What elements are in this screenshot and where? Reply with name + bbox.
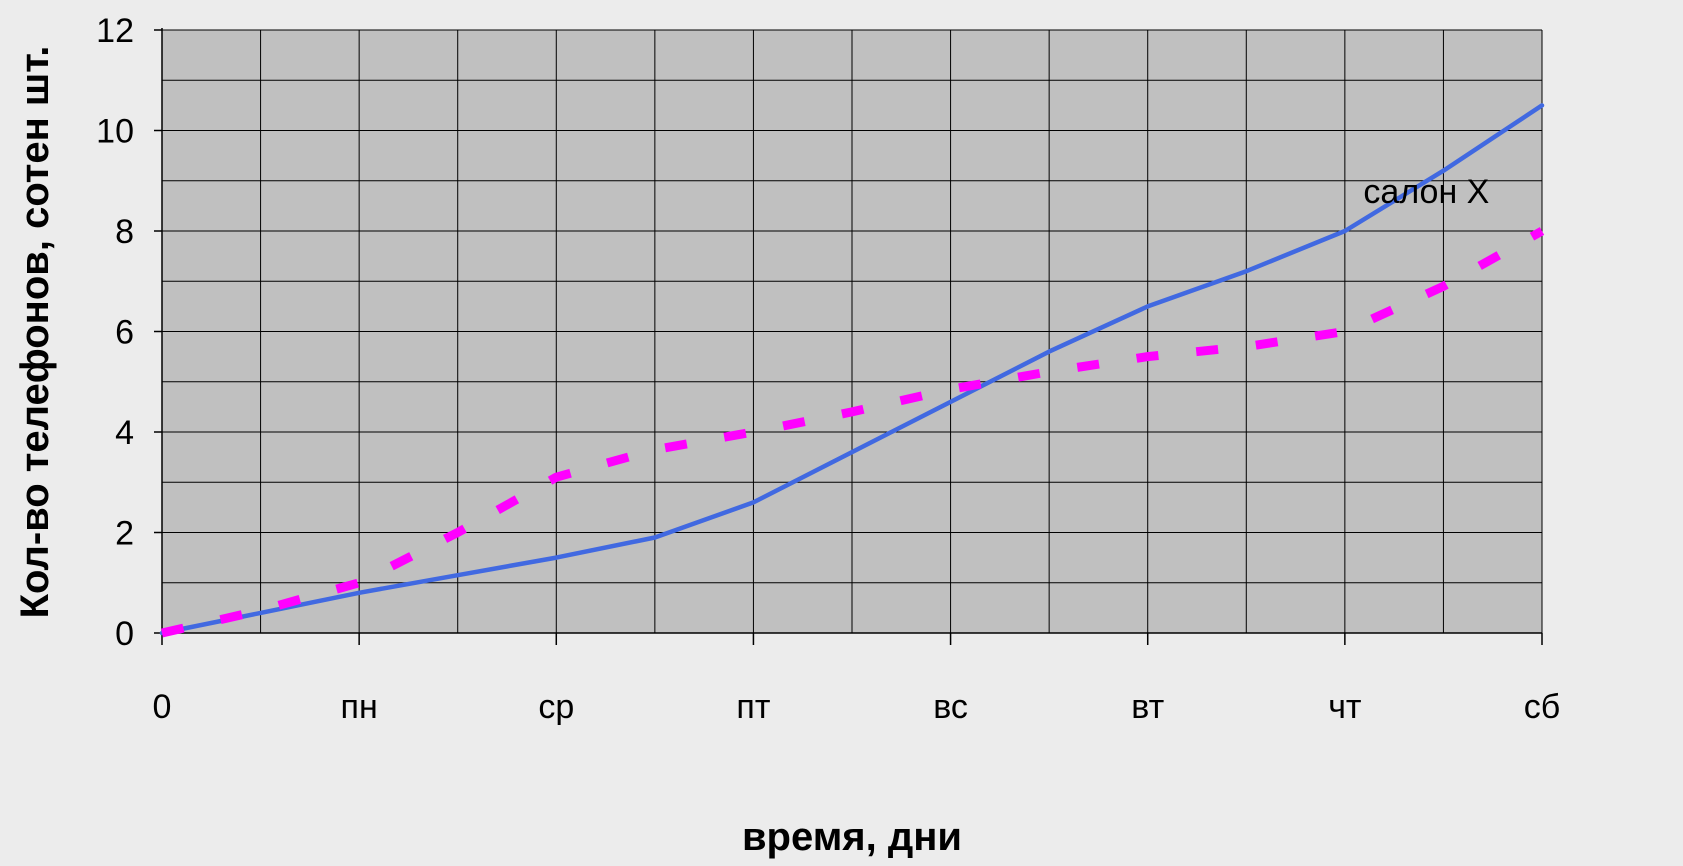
axes — [154, 28, 1543, 645]
y-tick-label: 0 — [115, 615, 134, 653]
x-tick-label: 0 — [153, 688, 172, 726]
grid-lines — [162, 29, 1542, 633]
y-tick-label: 12 — [96, 12, 134, 50]
x-tick-label: чт — [1328, 688, 1361, 726]
tick-labels: 0 2 4 6 8 10 12 0 пн ср пт вс вт чт сб — [96, 12, 1560, 726]
annotations: салон X — [1363, 173, 1489, 211]
x-tick-label: пн — [341, 688, 378, 726]
y-tick-label: 10 — [96, 113, 134, 151]
x-tick-label: ср — [538, 688, 574, 726]
series-annotation: салон X — [1363, 173, 1489, 211]
x-tick-label: вт — [1131, 688, 1164, 726]
series-lines — [159, 103, 1545, 638]
x-tick-label: сб — [1524, 688, 1560, 726]
y-tick-label: 6 — [115, 314, 134, 352]
y-axis-title: Кол-во телефонов, сотен шт. — [13, 46, 57, 619]
y-tick-label: 4 — [115, 414, 134, 452]
series-line-dashed — [160, 227, 1545, 638]
x-tick-label: вс — [933, 688, 968, 726]
y-tick-label: 2 — [115, 515, 134, 553]
series-line-salon-x — [159, 103, 1545, 636]
x-axis-title: время, дни — [742, 815, 962, 859]
x-tick-label: пт — [736, 688, 770, 726]
y-tick-label: 8 — [115, 213, 134, 251]
